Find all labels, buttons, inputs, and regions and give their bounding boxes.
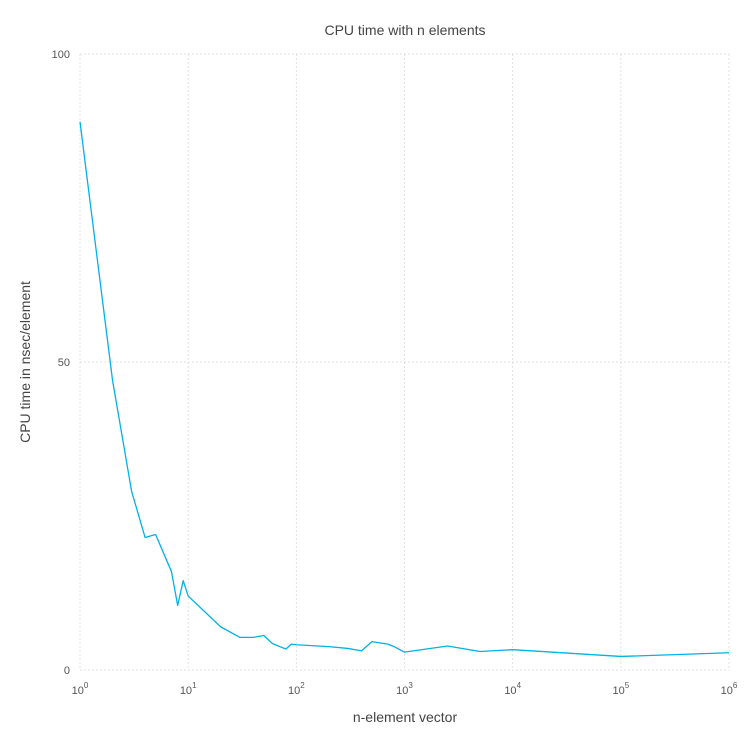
x-tick-base: 10 xyxy=(721,685,733,697)
y-tick-label: 50 xyxy=(58,357,70,369)
x-axis-label: n-element vector xyxy=(353,709,458,725)
x-tick-base: 10 xyxy=(180,685,192,697)
x-tick-exponent: 3 xyxy=(408,681,413,690)
x-tick-label: 100 xyxy=(72,681,89,697)
y-tick-label: 100 xyxy=(52,49,70,61)
x-tick-label: 106 xyxy=(721,681,738,697)
x-tick-exponent: 1 xyxy=(192,681,197,690)
x-tick-exponent: 2 xyxy=(300,681,305,690)
x-tick-label: 103 xyxy=(396,681,413,697)
x-tick-base: 10 xyxy=(612,685,624,697)
series-line xyxy=(79,121,730,658)
series-layer xyxy=(79,121,730,658)
grid-lines xyxy=(79,53,730,671)
x-tick-label: 102 xyxy=(288,681,305,697)
x-tick-base: 10 xyxy=(396,685,408,697)
x-tick-base: 10 xyxy=(504,685,516,697)
x-tick-base: 10 xyxy=(288,685,300,697)
x-tick-label: 101 xyxy=(180,681,197,697)
x-tick-exponent: 5 xyxy=(625,681,630,690)
chart-title: CPU time with n elements xyxy=(324,22,485,38)
x-tick-base: 10 xyxy=(72,685,84,697)
y-tick-label: 0 xyxy=(64,665,70,677)
y-axis-label: CPU time in nsec/element xyxy=(17,281,33,443)
x-tick-exponent: 0 xyxy=(84,681,89,690)
x-tick-label: 105 xyxy=(612,681,629,697)
x-tick-exponent: 4 xyxy=(517,681,522,690)
x-tick-label: 104 xyxy=(504,681,521,697)
x-tick-exponent: 6 xyxy=(733,681,738,690)
